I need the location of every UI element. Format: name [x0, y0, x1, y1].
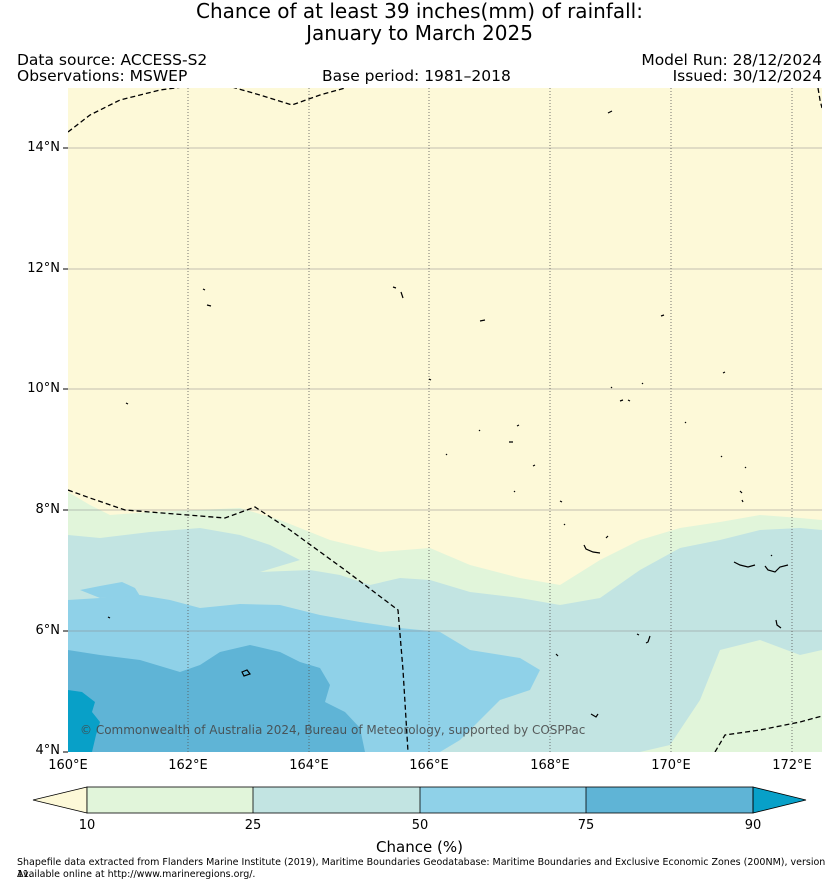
colorbar-50-75	[420, 787, 586, 813]
lon-label-172e: 172°E	[772, 758, 812, 773]
fill-above-90	[68, 690, 100, 752]
chart-title-line2: January to March 2025	[306, 21, 533, 45]
lat-label-12n: 12°N	[27, 261, 60, 276]
lon-label-160e: 160°E	[48, 758, 88, 773]
model-run-label: Model Run: 28/12/2024	[641, 51, 822, 69]
colorbar-tick-10: 10	[78, 818, 96, 833]
maritime-boundaries	[68, 88, 822, 752]
colorbar-tick-25: 25	[244, 818, 262, 833]
colorbar-below-10	[32, 786, 88, 814]
copyright-notice: © Commonwealth of Australia 2024, Bureau…	[80, 723, 586, 737]
base-period-label: Base period: 1981–2018	[322, 67, 511, 85]
axis-ticks	[63, 147, 68, 753]
lat-label-8n: 8°N	[35, 502, 61, 517]
colorbar-75-90	[586, 787, 753, 813]
latitude-gridlines	[68, 147, 822, 632]
colorbar-above-90	[752, 786, 807, 814]
observations-label: Observations: MSWEP	[17, 67, 188, 85]
lon-label-170e: 170°E	[651, 758, 691, 773]
lat-label-14n: 14°N	[27, 140, 60, 155]
footnote-line1: Shapefile data extracted from Flanders M…	[17, 857, 826, 880]
lat-label-10n: 10°N	[27, 381, 60, 396]
islands	[107, 110, 789, 718]
fill-75-90	[68, 645, 365, 752]
colorbar-10-25	[87, 787, 253, 813]
lat-label-6n: 6°N	[35, 623, 61, 638]
fill-50-75-patch	[80, 582, 140, 598]
probability-fill-layers	[68, 88, 822, 752]
colorbar-tick-90: 90	[744, 818, 762, 833]
lon-label-168e: 168°E	[530, 758, 570, 773]
lon-label-162e: 162°E	[168, 758, 208, 773]
colorbar-tick-75: 75	[577, 818, 595, 833]
chart-title-line1: Chance of at least 39 inches(mm) of rain…	[196, 0, 643, 23]
colorbar-title: Chance (%)	[376, 838, 463, 856]
colorbar-tick-50: 50	[411, 818, 429, 833]
issued-label: Issued: 30/12/2024	[672, 67, 822, 85]
colorbar-25-50	[253, 787, 420, 813]
data-source-label: Data source: ACCESS-S2	[17, 51, 208, 69]
lon-label-166e: 166°E	[409, 758, 449, 773]
lat-label-4n: 4°N	[35, 743, 61, 758]
lon-label-164e: 164°E	[289, 758, 329, 773]
colorbar	[32, 786, 807, 814]
footnote-line2: Available online at http://www.marinereg…	[17, 869, 256, 880]
